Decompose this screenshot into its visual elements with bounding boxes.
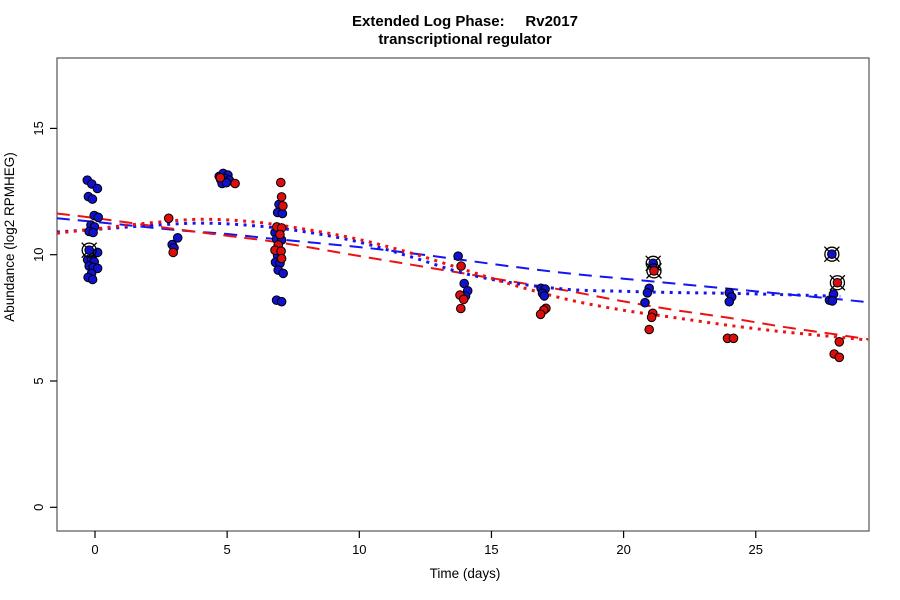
red-samples-outlier-point bbox=[649, 266, 659, 276]
y-tick-label: 10 bbox=[31, 247, 46, 261]
red-samples-point bbox=[275, 229, 285, 240]
blue-dashed-fit bbox=[56, 217, 869, 304]
blue-samples-point bbox=[539, 291, 550, 301]
blue-samples-point bbox=[92, 263, 103, 274]
x-axis-label: Time (days) bbox=[430, 566, 501, 581]
x-tick-label: 5 bbox=[224, 542, 231, 557]
y-tick-label: 15 bbox=[31, 121, 46, 135]
y-tick-label: 0 bbox=[31, 504, 46, 511]
blue-samples-point bbox=[724, 296, 735, 307]
red-samples-point bbox=[458, 294, 469, 305]
outlier-circle bbox=[824, 246, 840, 262]
blue-samples-outlier-point bbox=[84, 245, 94, 255]
x-tick-label: 25 bbox=[749, 542, 763, 557]
y-axis-label: Abundance (log2 RPMHEG) bbox=[2, 152, 17, 322]
red-samples-point bbox=[278, 201, 288, 211]
blue-samples-point bbox=[87, 274, 98, 285]
x-tick-label: 0 bbox=[91, 542, 98, 557]
x-tick-label: 10 bbox=[352, 542, 366, 557]
red-samples-point bbox=[456, 303, 466, 314]
red-samples-point bbox=[728, 333, 739, 344]
blue-samples-outlier-point bbox=[827, 249, 837, 259]
red-samples-point bbox=[230, 178, 240, 189]
blue-samples-point bbox=[92, 183, 103, 194]
red-samples-point bbox=[168, 247, 178, 258]
outlier-circle bbox=[646, 263, 662, 279]
blue-samples-point bbox=[642, 288, 653, 298]
y-tick-label: 5 bbox=[31, 377, 46, 384]
red-samples-point bbox=[834, 352, 845, 363]
blue-samples-point bbox=[453, 251, 463, 262]
chart-root: 0 5 10 15 20 25 0 5 10 15 bbox=[31, 57, 870, 557]
red-samples-point bbox=[535, 309, 546, 320]
blue-samples-point bbox=[93, 212, 103, 223]
red-samples-point bbox=[276, 192, 287, 202]
red-samples-point bbox=[646, 312, 657, 323]
red-samples-point bbox=[215, 172, 226, 183]
blue-dotted-fit bbox=[56, 221, 841, 298]
blue-samples-point bbox=[276, 296, 287, 307]
red-dotted-fit bbox=[56, 217, 869, 342]
red-samples-point bbox=[456, 261, 466, 271]
outlier-circle bbox=[829, 275, 846, 291]
red-samples-point bbox=[834, 337, 845, 347]
x-tick-label: 15 bbox=[484, 542, 498, 557]
blue-samples-point bbox=[172, 233, 183, 243]
blue-samples-point bbox=[87, 194, 98, 204]
plot-box bbox=[56, 57, 870, 532]
outlier-circle bbox=[81, 242, 97, 258]
chart-title-line1: Extended Log Phase: Rv2017 bbox=[352, 13, 578, 30]
blue-samples-point bbox=[640, 297, 650, 308]
red-samples-outlier-point bbox=[832, 277, 843, 288]
blue-samples-point bbox=[88, 227, 98, 238]
red-samples-point bbox=[276, 253, 287, 264]
chart-title-line2: transcriptional regulator bbox=[378, 31, 552, 48]
x-tick-label: 20 bbox=[616, 542, 630, 557]
red-samples-point bbox=[644, 324, 655, 335]
red-samples-point bbox=[163, 213, 174, 224]
red-dashed-fit bbox=[56, 212, 869, 341]
blue-samples-point bbox=[827, 296, 838, 306]
red-samples-point bbox=[276, 177, 286, 188]
blue-samples-point bbox=[278, 268, 289, 279]
